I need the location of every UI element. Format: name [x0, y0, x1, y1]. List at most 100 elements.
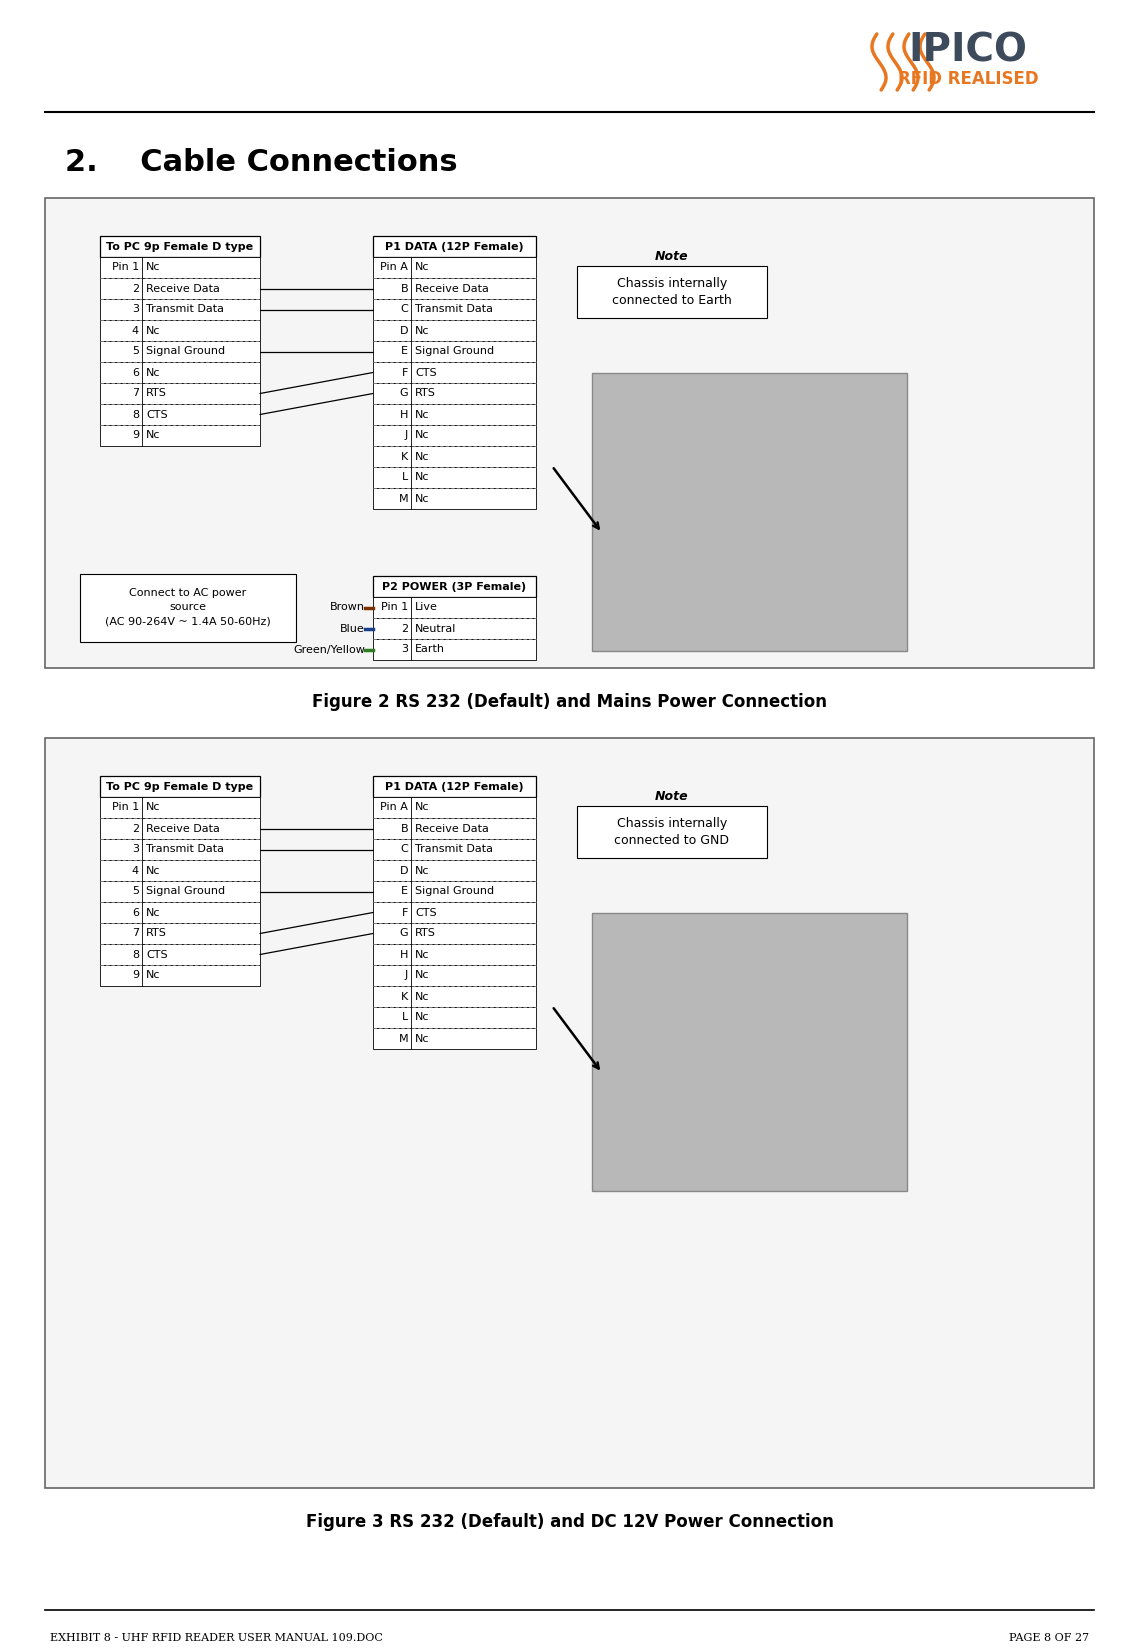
Text: F: F [402, 907, 408, 917]
Text: Receive Data: Receive Data [146, 284, 220, 294]
Bar [372, 320, 536, 340]
Text: RTS: RTS [415, 388, 436, 398]
Text: 2: 2 [132, 823, 139, 834]
Text: Nc: Nc [146, 866, 161, 876]
Text: Signal Ground: Signal Ground [415, 887, 494, 897]
Bar [100, 299, 260, 320]
Bar [100, 839, 260, 861]
Bar [372, 818, 536, 839]
Text: Chassis internally
connected to Earth: Chassis internally connected to Earth [612, 276, 732, 307]
Text: Green/Yellow: Green/Yellow [293, 644, 364, 654]
Bar [100, 943, 260, 965]
Text: CTS: CTS [415, 907, 436, 917]
Text: Neutral: Neutral [415, 623, 457, 633]
Bar [100, 796, 260, 818]
Text: Nc: Nc [415, 472, 429, 482]
Text: 5: 5 [132, 347, 139, 357]
Bar [372, 881, 536, 902]
Text: IPICO: IPICO [909, 31, 1027, 69]
Text: M: M [399, 1034, 408, 1044]
Text: K: K [401, 991, 408, 1001]
Text: Nc: Nc [415, 410, 429, 420]
Text: Live: Live [415, 603, 437, 613]
Text: Nc: Nc [146, 803, 161, 813]
Bar [372, 796, 536, 818]
Text: 8: 8 [132, 950, 139, 960]
Text: Nc: Nc [415, 1034, 429, 1044]
Text: Pin 1: Pin 1 [112, 803, 139, 813]
Text: E: E [401, 347, 408, 357]
Text: Nc: Nc [415, 263, 429, 273]
Text: Nc: Nc [146, 431, 161, 441]
Bar [372, 446, 536, 468]
Text: C: C [400, 304, 408, 314]
Text: 6: 6 [132, 907, 139, 917]
Bar [372, 923, 536, 943]
Bar [100, 861, 260, 881]
Bar [80, 573, 296, 641]
Text: D: D [400, 866, 408, 876]
Bar [100, 425, 260, 446]
Bar [46, 738, 1093, 1488]
Bar [100, 818, 260, 839]
Bar [577, 266, 767, 317]
Text: PAGE 8 OF 27: PAGE 8 OF 27 [1009, 1632, 1089, 1644]
Text: Pin A: Pin A [380, 263, 408, 273]
Text: RTS: RTS [146, 388, 167, 398]
Bar [577, 806, 767, 857]
Text: Signal Ground: Signal Ground [415, 347, 494, 357]
Bar [372, 468, 536, 487]
Text: H: H [400, 950, 408, 960]
Bar [100, 340, 260, 362]
Text: RTS: RTS [415, 928, 436, 938]
Text: 3: 3 [132, 304, 139, 314]
Text: Pin A: Pin A [380, 803, 408, 813]
Text: J: J [404, 431, 408, 441]
Bar [100, 320, 260, 340]
Text: P2 POWER (3P Female): P2 POWER (3P Female) [383, 582, 526, 591]
Text: 5: 5 [132, 887, 139, 897]
Text: M: M [399, 494, 408, 504]
Text: To PC 9p Female D type: To PC 9p Female D type [106, 241, 254, 251]
Text: Nc: Nc [146, 263, 161, 273]
Text: Nc: Nc [415, 451, 429, 461]
Text: H: H [400, 410, 408, 420]
Bar [372, 383, 536, 405]
Text: 2.    Cable Connections: 2. Cable Connections [65, 149, 458, 177]
Text: CTS: CTS [415, 367, 436, 378]
Text: Receive Data: Receive Data [415, 284, 489, 294]
Text: 4: 4 [132, 866, 139, 876]
Text: P1 DATA (12P Female): P1 DATA (12P Female) [385, 781, 524, 791]
Bar [372, 236, 536, 258]
Bar [372, 839, 536, 861]
Text: Signal Ground: Signal Ground [146, 347, 226, 357]
Bar [372, 618, 536, 639]
Text: C: C [400, 844, 408, 854]
Text: Receive Data: Receive Data [146, 823, 220, 834]
Bar [100, 965, 260, 986]
Text: EXHIBIT 8 - UHF RFID READER USER MANUAL 109.DOC: EXHIBIT 8 - UHF RFID READER USER MANUAL … [50, 1632, 383, 1644]
Bar [372, 425, 536, 446]
Text: P1 DATA (12P Female): P1 DATA (12P Female) [385, 241, 524, 251]
Text: Figure 3 RS 232 (Default) and DC 12V Power Connection: Figure 3 RS 232 (Default) and DC 12V Pow… [305, 1513, 834, 1531]
Text: B: B [401, 284, 408, 294]
Text: L: L [402, 1013, 408, 1023]
Text: Transmit Data: Transmit Data [146, 304, 224, 314]
Text: K: K [401, 451, 408, 461]
Bar [372, 405, 536, 425]
Bar [592, 914, 907, 1191]
Bar [592, 373, 907, 651]
Text: Nc: Nc [146, 367, 161, 378]
Text: 4: 4 [132, 325, 139, 335]
Text: 2: 2 [401, 623, 408, 633]
Text: 3: 3 [132, 844, 139, 854]
Text: CTS: CTS [146, 950, 167, 960]
Text: G: G [400, 388, 408, 398]
Bar [372, 943, 536, 965]
Text: B: B [401, 823, 408, 834]
Text: Nc: Nc [415, 325, 429, 335]
Text: D: D [400, 325, 408, 335]
Text: 3: 3 [401, 644, 408, 654]
Text: CTS: CTS [146, 410, 167, 420]
Text: Nc: Nc [415, 866, 429, 876]
